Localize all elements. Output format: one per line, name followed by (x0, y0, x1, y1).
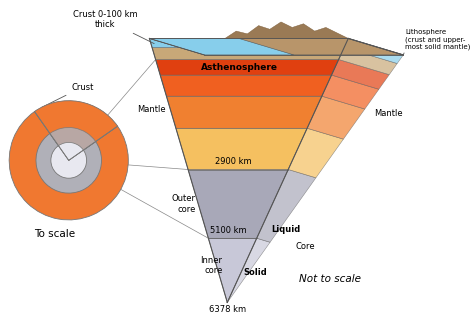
Text: 6378 km: 6378 km (209, 305, 246, 314)
Wedge shape (35, 101, 118, 160)
Wedge shape (34, 99, 119, 160)
Polygon shape (149, 38, 348, 48)
Text: Asthenosphere: Asthenosphere (201, 63, 278, 72)
Polygon shape (228, 238, 270, 302)
Wedge shape (36, 134, 101, 193)
Polygon shape (209, 238, 257, 302)
Polygon shape (331, 60, 389, 89)
Text: 2900 km: 2900 km (215, 157, 252, 166)
Polygon shape (322, 75, 379, 109)
Text: 5100 km: 5100 km (210, 226, 246, 236)
Polygon shape (225, 22, 348, 38)
Wedge shape (51, 142, 87, 178)
Wedge shape (9, 112, 128, 220)
Polygon shape (149, 38, 403, 55)
Text: Outer
core: Outer core (172, 194, 195, 214)
Polygon shape (166, 96, 322, 128)
Polygon shape (307, 96, 365, 139)
Text: Core: Core (296, 242, 315, 251)
Polygon shape (344, 38, 403, 63)
Text: Inner
core: Inner core (201, 256, 222, 275)
Polygon shape (338, 48, 397, 75)
Text: Mantle: Mantle (374, 109, 402, 118)
Text: To scale: To scale (35, 229, 75, 239)
Wedge shape (35, 101, 118, 160)
Text: Lithosphere
(crust and upper-
most solid mantle): Lithosphere (crust and upper- most solid… (405, 29, 471, 50)
Wedge shape (58, 142, 83, 160)
Polygon shape (176, 128, 307, 169)
Polygon shape (152, 48, 344, 60)
Polygon shape (288, 128, 343, 178)
Polygon shape (149, 38, 294, 55)
Polygon shape (160, 75, 331, 96)
Text: Not to scale: Not to scale (299, 274, 361, 285)
Wedge shape (50, 128, 96, 160)
Text: Mantle: Mantle (137, 105, 166, 114)
Polygon shape (257, 169, 316, 242)
Text: Liquid: Liquid (271, 225, 301, 234)
Polygon shape (155, 60, 338, 75)
Text: Crust: Crust (41, 83, 94, 108)
Wedge shape (50, 128, 96, 160)
Polygon shape (188, 169, 288, 238)
Text: Solid: Solid (243, 268, 267, 277)
Text: Crust 0-100 km
thick: Crust 0-100 km thick (73, 10, 154, 44)
